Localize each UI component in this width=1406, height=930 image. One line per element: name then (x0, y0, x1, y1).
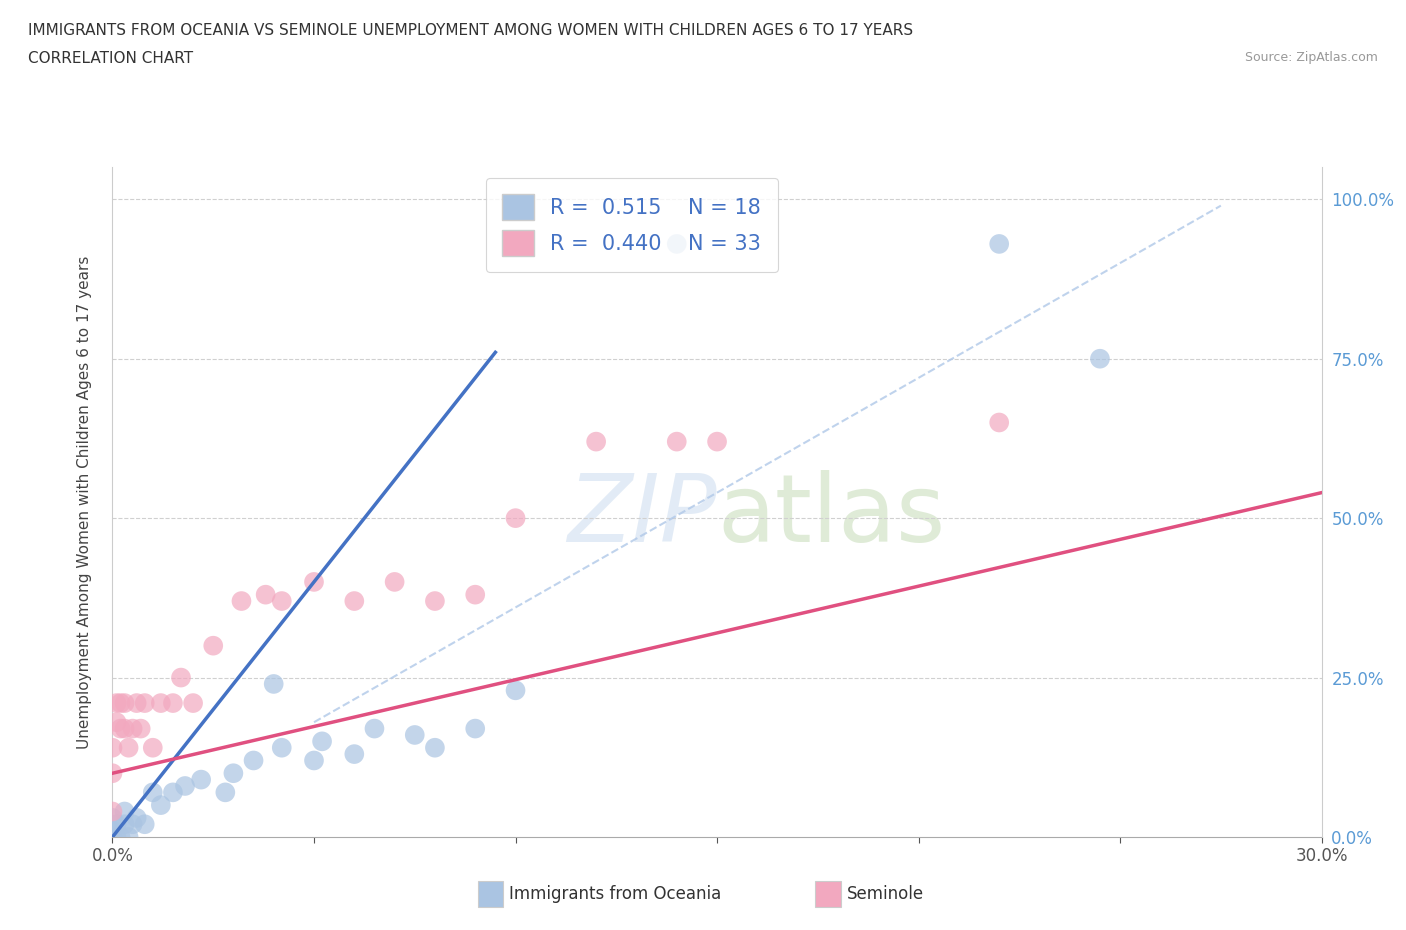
Text: CORRELATION CHART: CORRELATION CHART (28, 51, 193, 66)
Point (117, 740, 139, 755)
Point (665, 434, 688, 449)
Point (464, 587, 486, 602)
Point (105, 817, 128, 831)
Text: ZIP: ZIP (568, 470, 717, 561)
Point (134, 696, 156, 711)
Point (101, 810, 124, 825)
Point (121, 817, 143, 831)
Point (1088, 352, 1111, 366)
Text: Source: ZipAtlas.com: Source: ZipAtlas.com (1244, 51, 1378, 64)
Point (129, 721, 152, 736)
Point (105, 830, 128, 844)
Legend: R =  0.515    N = 18, R =  0.440    N = 33: R = 0.515 N = 18, R = 0.440 N = 33 (485, 178, 778, 272)
Point (117, 830, 139, 844)
Point (149, 798, 172, 813)
Point (125, 696, 148, 711)
Point (162, 785, 184, 800)
Text: Immigrants from Oceania: Immigrants from Oceania (509, 884, 721, 903)
Point (101, 823, 124, 838)
Point (181, 696, 204, 711)
Point (585, 434, 607, 449)
Point (343, 593, 366, 608)
Point (302, 575, 325, 590)
Point (121, 721, 143, 736)
Point (190, 772, 212, 787)
Point (311, 734, 333, 749)
Point (665, 236, 688, 251)
Point (384, 575, 406, 590)
Point (162, 696, 184, 711)
Point (142, 785, 165, 800)
Point (242, 753, 264, 768)
Point (174, 778, 197, 793)
Point (134, 817, 156, 831)
Point (125, 810, 148, 825)
Point (263, 676, 285, 691)
Point (988, 236, 1011, 251)
Point (110, 721, 132, 736)
Point (142, 740, 165, 755)
Point (270, 740, 292, 755)
Point (706, 434, 728, 449)
Text: IMMIGRANTS FROM OCEANIA VS SEMINOLE UNEMPLOYMENT AMONG WOMEN WITH CHILDREN AGES : IMMIGRANTS FROM OCEANIA VS SEMINOLE UNEM… (28, 23, 914, 38)
Point (423, 593, 446, 608)
Point (114, 804, 136, 819)
Point (101, 740, 124, 755)
Point (101, 765, 124, 780)
Point (404, 727, 426, 742)
Point (114, 721, 136, 736)
Point (110, 696, 132, 711)
Point (105, 715, 128, 730)
Point (114, 817, 136, 831)
Point (231, 593, 253, 608)
Point (464, 721, 486, 736)
Point (149, 696, 172, 711)
Point (170, 671, 193, 685)
Point (214, 785, 236, 800)
Point (101, 804, 124, 819)
Point (363, 721, 385, 736)
Point (270, 593, 292, 608)
Point (110, 830, 132, 844)
Point (202, 638, 225, 653)
Text: atlas: atlas (717, 470, 945, 562)
Point (254, 587, 277, 602)
Point (505, 511, 527, 525)
Point (343, 747, 366, 762)
Point (505, 683, 527, 698)
Point (222, 765, 245, 780)
Point (423, 740, 446, 755)
Point (105, 696, 128, 711)
Point (988, 415, 1011, 430)
Point (114, 696, 136, 711)
Point (302, 753, 325, 768)
Y-axis label: Unemployment Among Women with Children Ages 6 to 17 years: Unemployment Among Women with Children A… (77, 256, 91, 749)
Text: Seminole: Seminole (846, 884, 924, 903)
Point (101, 830, 124, 844)
